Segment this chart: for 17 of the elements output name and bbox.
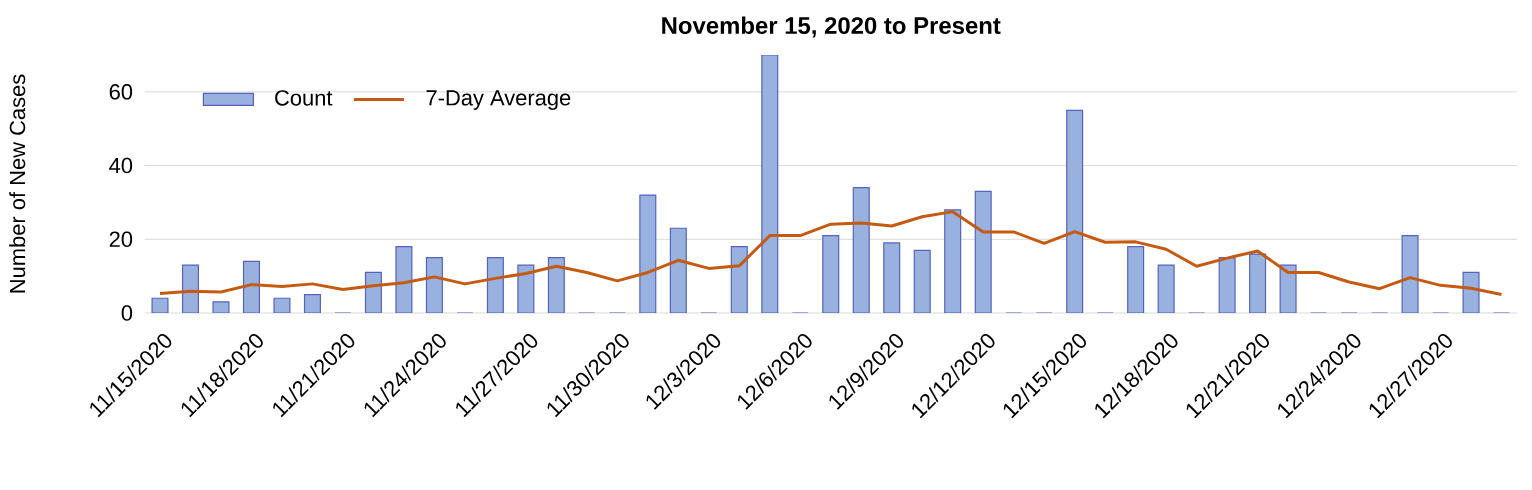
bar xyxy=(1066,109,1084,313)
bar xyxy=(913,249,931,313)
bar xyxy=(1127,246,1145,313)
y-tick-label: 0 xyxy=(121,305,133,321)
bar xyxy=(1249,253,1267,313)
bar xyxy=(852,187,870,313)
y-tick-label: 40 xyxy=(109,157,133,174)
bar xyxy=(883,242,901,313)
line-series xyxy=(158,210,1504,297)
bar xyxy=(822,235,840,313)
legend-label: Count xyxy=(275,90,333,106)
y-axis-title: Number of New Cases xyxy=(9,74,26,293)
chart-title: November 15, 2020 to Present xyxy=(662,16,1001,38)
legend-label: 7-Day Average xyxy=(426,90,571,110)
y-tick-label: 60 xyxy=(109,84,133,100)
y-tick-label: 20 xyxy=(109,231,133,248)
bar xyxy=(944,209,962,313)
